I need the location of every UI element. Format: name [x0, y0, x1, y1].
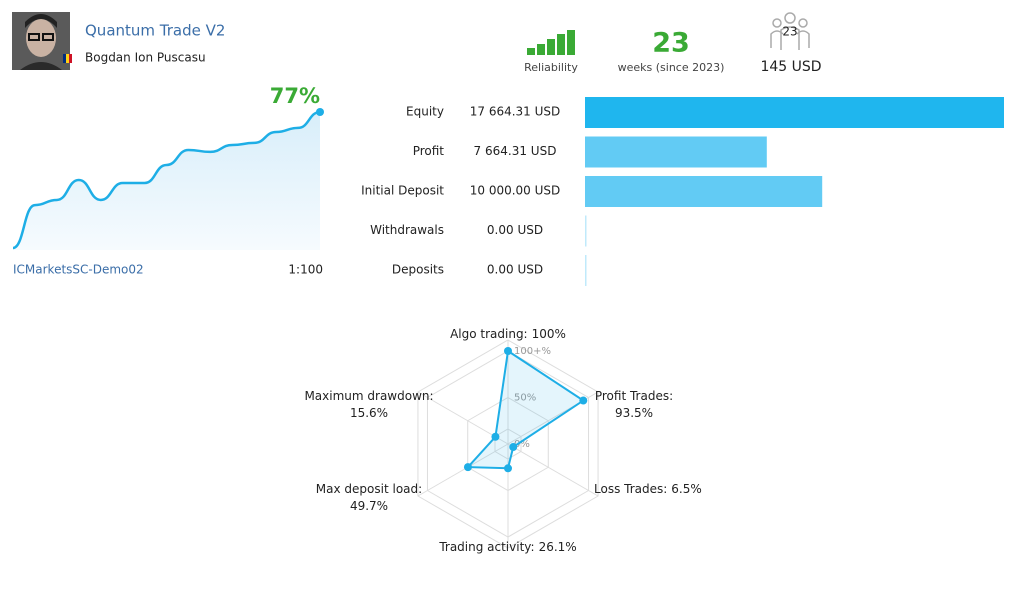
- balance-bar: [585, 97, 1004, 128]
- radar-point: [463, 463, 472, 472]
- radar-axis-value: 93.5%: [615, 406, 653, 420]
- radar-area: [465, 349, 586, 470]
- balance-label: Deposits: [392, 263, 444, 277]
- balance-value: 10 000.00 USD: [470, 184, 561, 198]
- radar-point: [491, 432, 500, 441]
- radar-label: Loss Trades: 6.5%: [594, 482, 702, 496]
- radar-label: Maximum drawdown: 15.6%: [304, 389, 433, 420]
- radar-axis-name: Loss Trades:: [594, 482, 667, 496]
- balance-label: Withdrawals: [370, 223, 444, 237]
- balance-label: Equity: [406, 105, 444, 119]
- radar-spoke: [417, 443, 509, 497]
- weeks-label: weeks (since 2023): [618, 61, 725, 74]
- balance-value: 0.00 USD: [487, 223, 543, 237]
- radar-label: Profit Trades: 93.5%: [595, 389, 673, 420]
- radar-axis-value: 100%: [532, 327, 566, 341]
- balance-label: Profit: [413, 144, 445, 158]
- radar-axis-value: 26.1%: [539, 540, 577, 554]
- growth-area: [13, 112, 320, 250]
- radar-point: [504, 347, 512, 355]
- subscribers-icon: [770, 12, 810, 50]
- subscribers-count: 23: [782, 25, 797, 39]
- account-server[interactable]: ICMarketsSC-Demo02: [13, 263, 144, 277]
- radar-grid: [467, 396, 549, 492]
- balance-value: 7 664.31 USD: [474, 144, 557, 158]
- radar-axis-name: Max deposit load:: [316, 482, 422, 496]
- radar-point: [579, 396, 588, 405]
- author-name[interactable]: Bogdan Ion Puscasu: [85, 51, 206, 65]
- balance-label: Initial Deposit: [361, 184, 444, 198]
- growth-line: [12, 110, 321, 250]
- radar-axis-value: 15.6%: [350, 406, 388, 420]
- weeks: 23: [652, 28, 690, 59]
- radar-axis-name: Trading activity:: [438, 540, 534, 554]
- radar-label: Max deposit load: 49.7%: [316, 482, 422, 513]
- reliability-label: Reliability: [524, 61, 578, 74]
- balance-bar: [585, 255, 587, 286]
- signal-title[interactable]: Quantum Trade V2: [85, 22, 225, 40]
- radar-label: Algo trading: 100%: [450, 327, 566, 341]
- radar-grid: [426, 350, 590, 538]
- radar-axis-value: 6.5%: [671, 482, 702, 496]
- radar-tick-label: 0%: [514, 439, 530, 450]
- radar-axis-value: 49.7%: [350, 499, 388, 513]
- radar-label: Trading activity: 26.1%: [438, 540, 576, 554]
- balance-bar: [585, 176, 823, 207]
- reliability-icon: [527, 30, 575, 55]
- radar-axis-name: Maximum drawdown:: [304, 389, 433, 403]
- avatar[interactable]: [12, 12, 70, 70]
- radar-tick-label: 100+%: [514, 346, 551, 357]
- balance-bar: [585, 136, 767, 168]
- radar-spoke: [507, 443, 599, 497]
- growth-value: 77%: [270, 84, 320, 108]
- radar-point: [509, 443, 518, 452]
- radar-axis-name: Algo trading:: [450, 327, 528, 341]
- radar-point: [504, 464, 512, 473]
- balance-value: 17 664.31 USD: [470, 105, 561, 119]
- balance-value: 0.00 USD: [487, 263, 543, 277]
- radar-axis-name: Profit Trades:: [595, 389, 673, 403]
- radar-tick-label: 50%: [514, 393, 536, 404]
- price: 145 USD: [760, 59, 821, 75]
- leverage: 1:100: [288, 263, 323, 277]
- growth-end-point: [316, 108, 324, 116]
- flag: [63, 54, 72, 63]
- balance-bar: [585, 215, 587, 247]
